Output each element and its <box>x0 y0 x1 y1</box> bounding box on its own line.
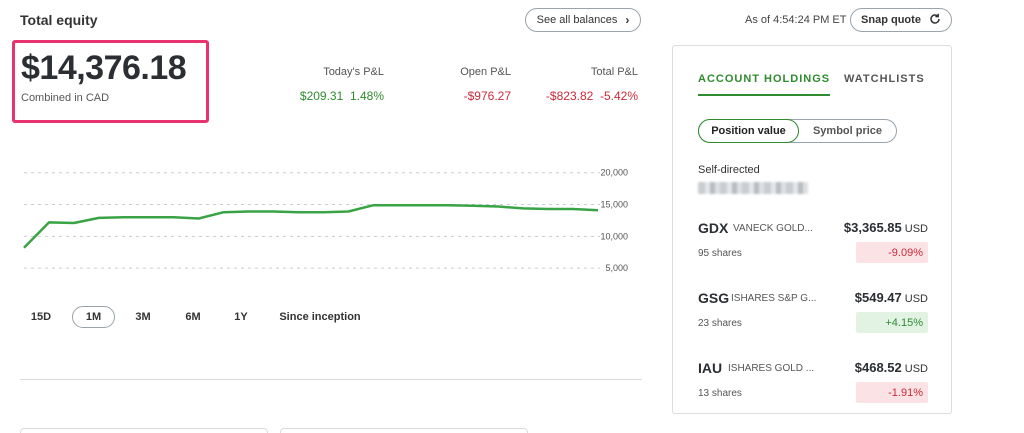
total-pl-percent: -5.42% <box>599 89 638 103</box>
card-stub-left <box>20 428 268 433</box>
see-all-balances-label: See all balances <box>536 14 618 26</box>
section-divider <box>20 379 642 380</box>
account-number-redacted <box>698 182 808 194</box>
range-6m-button[interactable]: 6M <box>185 311 201 323</box>
holding-currency: USD <box>904 293 928 305</box>
today-pl-amount: $209.31 <box>299 89 344 103</box>
holding-name: VANECK GOLD... <box>733 223 813 234</box>
account-type-label: Self-directed <box>698 164 760 176</box>
holding-change-badge: +4.15% <box>856 312 928 333</box>
total-pl-value: -$823.82 -5.42% <box>520 89 638 103</box>
holding-row[interactable]: IAU ISHARES GOLD ... $468.52 USD 13 share… <box>698 360 928 420</box>
page-title: Total equity <box>20 12 98 28</box>
position-value-option[interactable]: Position value <box>698 119 799 143</box>
total-equity-value: $14,376.18 <box>21 49 187 87</box>
holding-shares: 95 shares <box>698 248 742 259</box>
snap-quote-button[interactable]: Snap quote <box>850 8 952 32</box>
holding-row[interactable]: GSG ISHARES S&P G... $549.47 USD 23 share… <box>698 290 928 350</box>
symbol-price-option[interactable]: Symbol price <box>812 125 883 137</box>
holding-change-badge: -1.91% <box>856 382 928 403</box>
total-pl-label: Total P&L <box>590 66 638 78</box>
holding-value: $468.52 USD <box>855 360 928 375</box>
holding-shares: 23 shares <box>698 318 742 329</box>
holding-shares: 13 shares <box>698 388 742 399</box>
y-tick-label: 10,000 <box>600 231 628 241</box>
holding-value: $3,365.85 USD <box>844 220 928 235</box>
equity-series-line <box>23 203 599 249</box>
total-equity-highlight: $14,376.18 Combined in CAD <box>12 40 209 123</box>
equity-currency-note: Combined in CAD <box>21 92 110 104</box>
holding-value: $549.47 USD <box>855 290 928 305</box>
snap-quote-label: Snap quote <box>861 14 921 26</box>
as-of-timestamp: As of 4:54:24 PM ET <box>745 14 847 26</box>
holding-value-amount: $3,365.85 <box>843 220 902 235</box>
y-tick-label: 20,000 <box>600 168 628 178</box>
holding-symbol: GDX <box>698 220 729 236</box>
holding-symbol: GSG <box>698 290 730 306</box>
refresh-icon <box>929 13 941 28</box>
today-pl-percent: 1.48% <box>349 89 384 103</box>
holding-value-amount: $549.47 <box>854 290 902 305</box>
open-pl-amount: -$976.27 <box>463 89 511 103</box>
y-tick-label: 15,000 <box>600 200 628 210</box>
holding-name: ISHARES S&P G... <box>731 293 817 304</box>
open-pl-label: Open P&L <box>460 66 511 78</box>
value-mode-toggle: Position value Symbol price <box>698 119 897 143</box>
tab-account-holdings[interactable]: ACCOUNT HOLDINGS <box>698 73 831 96</box>
chevron-right-icon: › <box>625 13 630 27</box>
equity-line-chart: 20,000 15,000 10,000 5,000 <box>23 168 628 273</box>
holding-change-badge: -9.09% <box>856 242 928 263</box>
range-1m-button[interactable]: 1M <box>72 306 115 328</box>
holding-value-amount: $468.52 <box>854 360 902 375</box>
holding-symbol: IAU <box>698 360 723 376</box>
y-tick-label: 5,000 <box>605 263 628 273</box>
holding-currency: USD <box>904 223 928 235</box>
range-since-inception-button[interactable]: Since inception <box>279 311 361 323</box>
range-15d-button[interactable]: 15D <box>30 311 52 323</box>
range-3m-button[interactable]: 3M <box>135 311 151 323</box>
holding-name: ISHARES GOLD ... <box>728 363 815 374</box>
tab-watchlists[interactable]: WATCHLISTS <box>844 73 925 85</box>
holding-currency: USD <box>904 363 928 375</box>
total-pl-amount: -$823.82 <box>545 89 594 103</box>
today-pl-label: Today's P&L <box>323 66 384 78</box>
see-all-balances-button[interactable]: See all balances › <box>525 8 641 32</box>
range-1y-button[interactable]: 1Y <box>234 311 248 323</box>
today-pl-value: $209.31 1.48% <box>280 89 384 103</box>
card-stub-right <box>280 428 528 433</box>
holdings-panel: ACCOUNT HOLDINGS WATCHLISTS Position val… <box>672 45 952 414</box>
holding-row[interactable]: GDX VANECK GOLD... $3,365.85 USD 95 share… <box>698 220 928 280</box>
